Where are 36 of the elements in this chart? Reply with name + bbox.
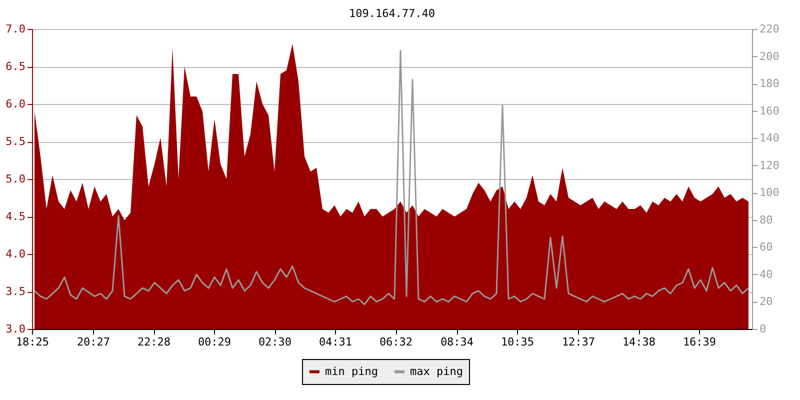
y2-tick-label: 0: [760, 322, 766, 336]
x-tick-label: 16:39: [682, 336, 716, 348]
x-tick-label: 22:28: [137, 336, 171, 348]
y2-tick-label: 20: [760, 295, 773, 308]
y2-tick-label: 200: [760, 50, 780, 63]
legend-label: min ping: [325, 364, 378, 378]
y2-tick-label: 40: [760, 268, 773, 281]
y-tick-label: 4.0: [6, 248, 26, 260]
x-tick-label: 00:29: [198, 336, 232, 348]
x-tick-label: 14:38: [622, 336, 656, 348]
y2-tick-label: 220: [760, 22, 780, 36]
x-tick-label: 20:27: [76, 336, 110, 348]
chart-title: 109.164.77.40: [348, 7, 436, 20]
y2-tick-label: 80: [760, 213, 773, 226]
x-tick-label: 06:32: [379, 336, 413, 348]
x-tick-label: 02:30: [258, 336, 292, 348]
x-tick-label: 08:34: [440, 336, 474, 348]
x-tick-label: 10:35: [500, 336, 534, 348]
y-tick-label: 3.0: [6, 322, 26, 336]
y2-tick-label: 120: [760, 158, 780, 172]
y-tick-label: 5.5: [6, 135, 26, 148]
x-tick-label: 04:31: [318, 336, 352, 348]
y2-tick-label: 140: [760, 132, 780, 145]
legend-label: max ping: [410, 364, 463, 378]
y-tick-label: 7.0: [6, 22, 26, 36]
x-tick-label: 18:25: [16, 336, 50, 348]
y-tick-label: 3.5: [6, 285, 26, 298]
y-tick-label: 6.5: [6, 60, 26, 73]
y2-tick-label: 160: [760, 104, 780, 118]
y-tick-label: 4.5: [6, 210, 26, 223]
y2-tick-label: 100: [760, 186, 780, 200]
y-tick-label: 6.0: [6, 98, 26, 110]
x-tick-label: 12:37: [562, 336, 596, 348]
y-tick-label: 5.0: [6, 172, 26, 186]
y2-tick-label: 180: [760, 77, 780, 90]
y2-tick-label: 60: [760, 240, 773, 254]
